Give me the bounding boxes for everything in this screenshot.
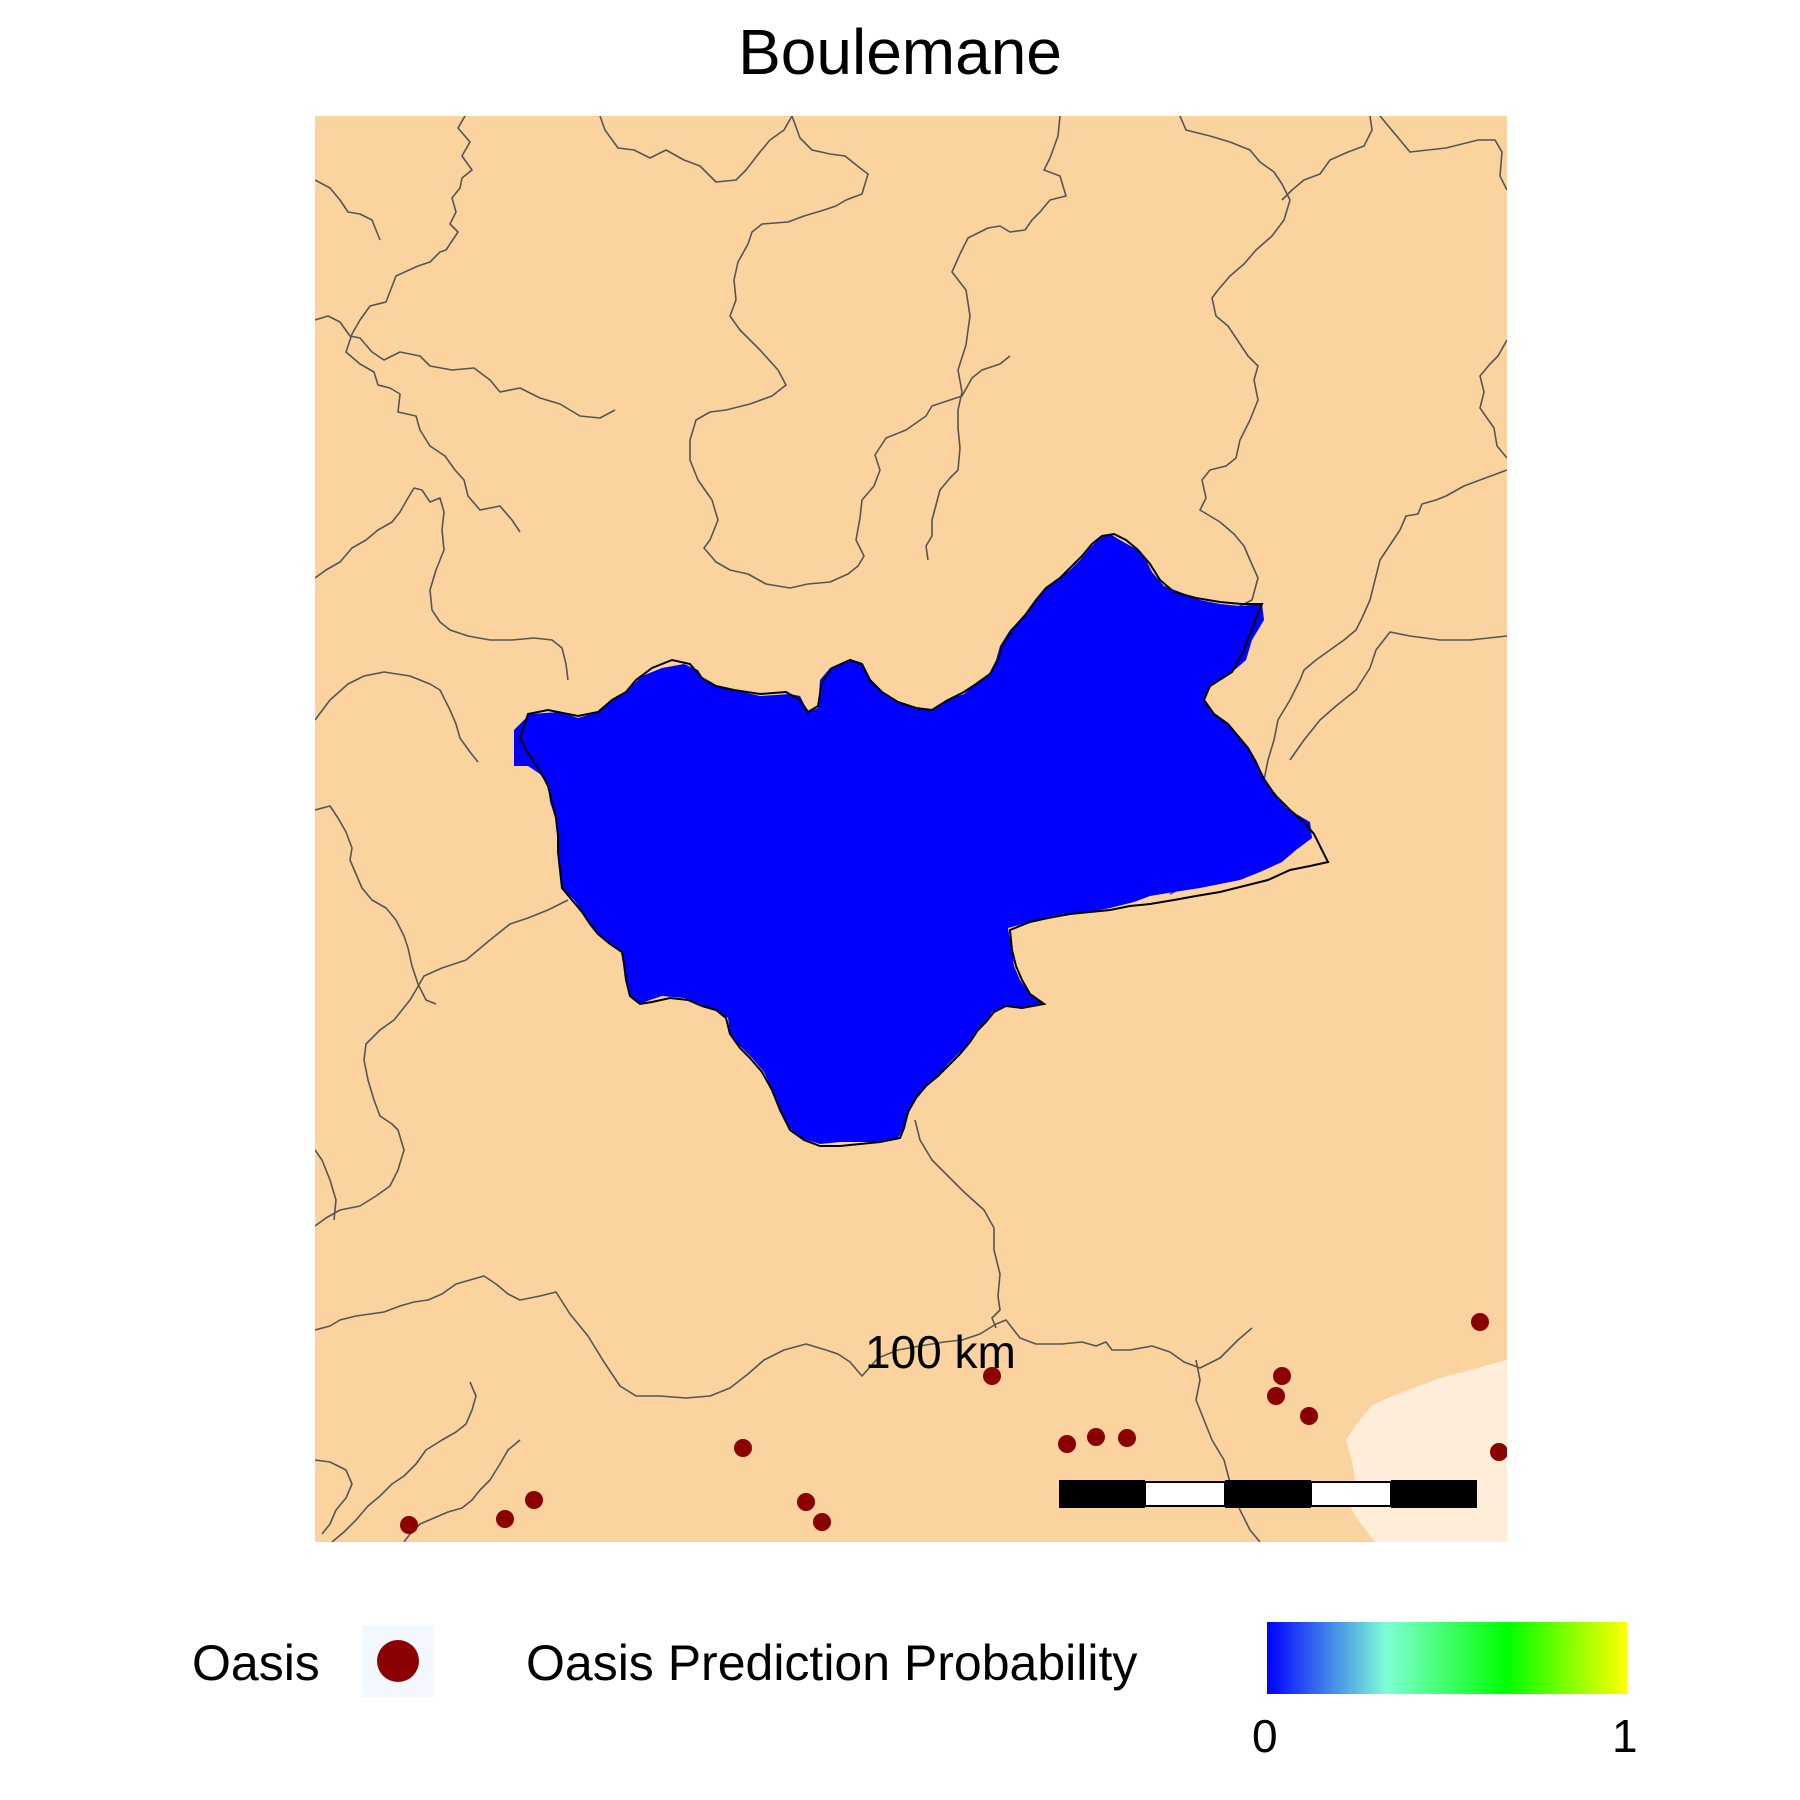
legend-oasis-label: Oasis [192,1635,320,1691]
oasis-point [496,1510,514,1528]
scale-bar-segment [1391,1480,1477,1508]
colorbar-max-label: 1 [1612,1710,1638,1762]
map-title: Boulemane [738,16,1062,88]
boulemane-probability-raster [514,534,1312,1144]
legend-oasis-key [362,1625,434,1697]
filled-circle-icon [377,1640,419,1682]
scale-bar-segment [1310,1481,1392,1507]
scale-bar-segment [1059,1480,1145,1508]
oasis-point [1087,1428,1105,1446]
oasis-point [734,1439,752,1457]
oasis-point [1267,1387,1285,1405]
oasis-point [797,1493,815,1511]
oasis-point [525,1491,543,1509]
oasis-point [1118,1429,1136,1447]
colorbar-min-label: 0 [1252,1710,1278,1762]
oasis-point [983,1367,1001,1385]
scale-bar-segment [1144,1481,1226,1507]
scale-bar-segment [1225,1480,1311,1508]
oasis-point [1273,1367,1291,1385]
oasis-point [1300,1407,1318,1425]
oasis-point [1490,1443,1507,1461]
oasis-point [400,1516,418,1534]
oasis-points [400,1313,1507,1534]
oasis-point [1471,1313,1489,1331]
admin-boundaries [315,116,1507,1542]
probability-colorbar [1267,1622,1627,1694]
boulemane-outline [518,532,1330,1147]
oasis-point [1058,1435,1076,1453]
scale-bar-label: 100 km [865,1326,1016,1378]
oasis-point [813,1513,831,1531]
scale-bar [1059,1480,1477,1508]
legend-probability-label: Oasis Prediction Probability [526,1635,1138,1691]
boulemane-province [514,532,1330,1147]
